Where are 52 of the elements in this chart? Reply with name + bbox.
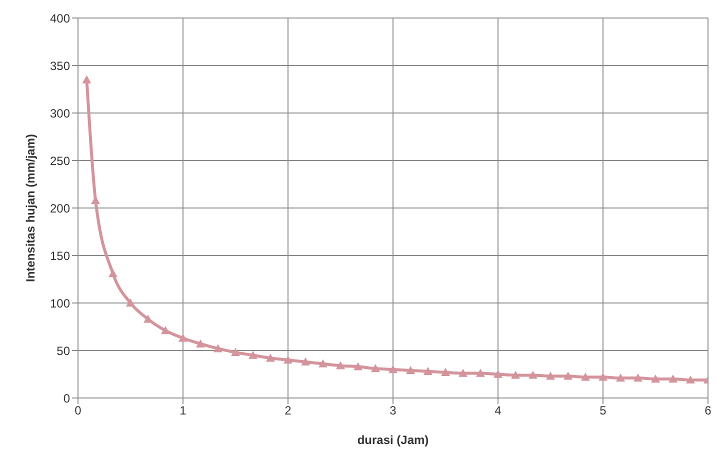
point [528,370,538,379]
point [546,372,555,380]
point [336,361,345,370]
point [476,368,485,377]
y-tick-label: 50 [56,344,70,358]
point [686,375,695,384]
y-tick-label: 100 [50,296,70,310]
y-tick-label: 150 [50,248,70,263]
y-tick-label: 350 [50,58,70,73]
point [598,372,608,381]
x-tick-label: 4 [494,404,502,418]
y-tick-label: 0 [63,391,70,406]
x-axis-title: durasi (Jam) [357,433,429,447]
point [126,298,135,307]
point [248,350,258,359]
point [354,362,363,370]
point [564,372,573,380]
y-tick-label: 200 [50,201,70,216]
point [82,75,92,84]
x-tick-label: 6 [704,404,712,418]
y-axis-title: Intensitas hujan (mm/jam) [23,134,38,282]
point [511,370,520,379]
y-tick-label: 300 [50,106,70,120]
x-tick-label: 1 [180,404,187,418]
point [301,357,310,366]
point [108,269,118,278]
point [231,348,240,356]
point [196,339,206,348]
point [160,326,170,334]
point [633,374,642,382]
point [580,372,590,381]
point [494,370,502,378]
point [370,364,380,372]
point [406,366,416,374]
y-tick-label: 250 [50,154,70,168]
point [651,374,660,383]
point [458,368,468,377]
y-tick-label: 400 [50,11,70,26]
x-tick-label: 3 [390,404,397,418]
point [388,365,398,374]
x-tick-label: 2 [284,404,292,418]
point [213,344,222,352]
point [441,368,450,376]
point [318,359,328,368]
point [284,356,292,364]
x-tick-label: 5 [600,404,607,418]
point [423,366,432,375]
point [668,374,678,383]
point [178,334,188,342]
point [616,374,626,382]
x-tick-label: 0 [74,404,82,418]
point [266,354,275,362]
